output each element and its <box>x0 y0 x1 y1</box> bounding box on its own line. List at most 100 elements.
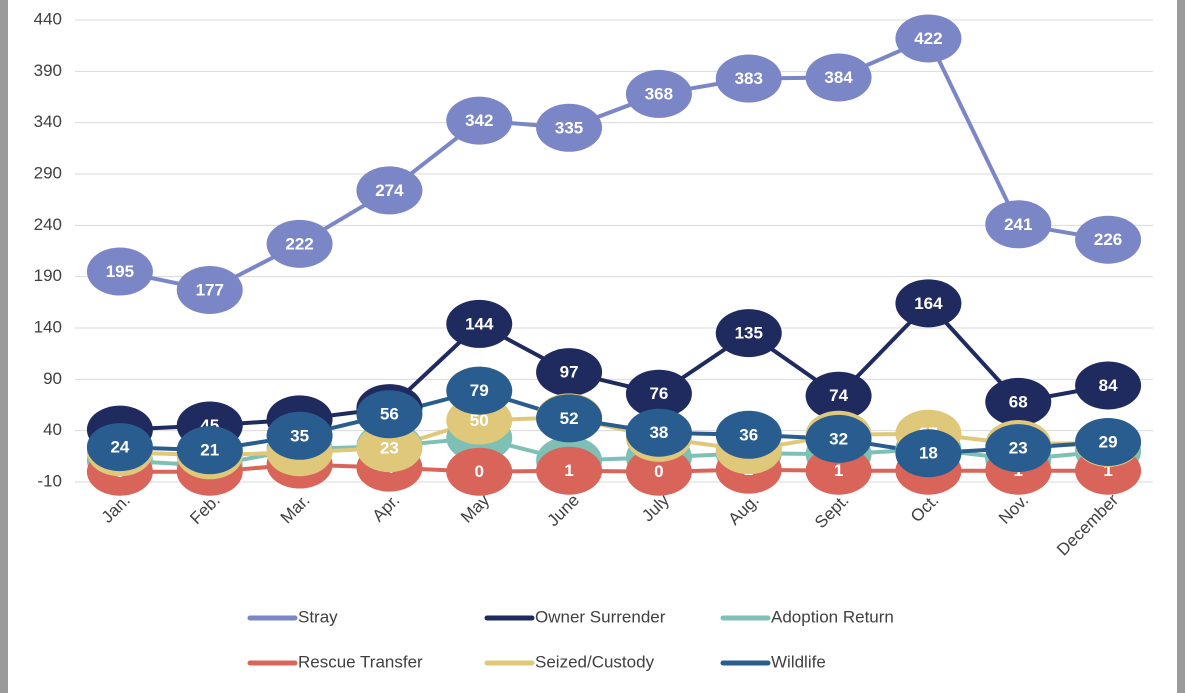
data-label-text: 384 <box>824 68 853 87</box>
data-label: 84 <box>1075 361 1142 410</box>
data-label: 342 <box>446 96 513 145</box>
data-label-bubble <box>625 369 692 418</box>
y-tick-label: 90 <box>43 369 62 388</box>
data-label: 74 <box>805 371 872 420</box>
data-label-text: 0 <box>654 462 663 481</box>
y-tick-label: 190 <box>34 266 62 285</box>
data-label-bubble <box>536 348 603 397</box>
data-label-text: 135 <box>735 324 763 343</box>
legend-label: Owner Surrender <box>535 607 666 626</box>
legend-label: Adoption Return <box>771 607 894 626</box>
data-label-bubble <box>715 410 782 459</box>
data-label: 18 <box>895 429 962 478</box>
legend-label: Wildlife <box>771 652 826 671</box>
data-label-text: 18 <box>919 444 938 463</box>
y-tick-label: 390 <box>34 61 62 80</box>
data-label: 0 <box>446 447 513 496</box>
data-label: 195 <box>86 247 153 296</box>
data-label-text: 79 <box>470 381 489 400</box>
data-label-bubble <box>625 447 692 496</box>
data-label-text: 422 <box>914 29 942 48</box>
data-label-bubble <box>625 69 692 118</box>
data-label-bubble <box>86 247 153 296</box>
data-label: 97 <box>536 348 603 397</box>
data-label-text: 36 <box>739 425 758 444</box>
data-label: 52 <box>536 394 603 443</box>
data-label-bubble <box>985 377 1052 426</box>
legend-label: Rescue Transfer <box>298 652 423 671</box>
data-label: 24 <box>86 423 153 472</box>
data-label-text: 68 <box>1009 392 1028 411</box>
y-tick-label: 340 <box>34 112 62 131</box>
data-label-text: 56 <box>380 405 399 424</box>
data-label: 368 <box>625 69 692 118</box>
data-label-bubble <box>1075 215 1142 264</box>
data-label-bubble <box>266 411 333 460</box>
data-label-bubble <box>715 309 782 358</box>
data-label-bubble <box>446 299 513 348</box>
data-label: 79 <box>446 366 513 415</box>
data-label-bubble <box>446 96 513 145</box>
data-label: 23 <box>985 424 1052 473</box>
data-label-text: 368 <box>645 84 673 103</box>
data-label-bubble <box>176 426 243 475</box>
data-label-bubble <box>356 424 423 473</box>
data-label-text: 23 <box>380 439 399 458</box>
legend-item: Adoption Return <box>720 607 894 626</box>
data-label: 274 <box>356 166 423 215</box>
data-label-bubble <box>1075 361 1142 410</box>
data-label-text: 177 <box>196 280 224 299</box>
data-label-bubble <box>446 366 513 415</box>
data-label: 384 <box>805 53 872 102</box>
data-label-text: 97 <box>560 363 579 382</box>
data-label-bubble <box>895 14 962 63</box>
data-label-text: 1 <box>1103 461 1112 480</box>
legend-item: Seized/Custody <box>484 652 655 671</box>
data-label-bubble <box>536 103 603 152</box>
data-label-text: 29 <box>1099 432 1118 451</box>
legend-item: Wildlife <box>720 652 826 671</box>
data-label-bubble <box>985 424 1052 473</box>
data-label: 32 <box>805 414 872 463</box>
data-label-text: 38 <box>649 423 668 442</box>
data-label: 29 <box>1075 417 1142 466</box>
data-label: 144 <box>446 299 513 348</box>
data-label-text: 226 <box>1094 230 1122 249</box>
data-label-text: 222 <box>285 234 313 253</box>
data-label-text: 1 <box>564 461 573 480</box>
y-tick-label: 440 <box>34 9 62 28</box>
data-label: 241 <box>985 200 1052 249</box>
data-label: 21 <box>176 426 243 475</box>
data-label-bubble <box>536 446 603 495</box>
legend-item: Stray <box>247 607 338 626</box>
data-label-bubble <box>176 266 243 315</box>
data-label-text: 76 <box>649 384 668 403</box>
data-label: 1 <box>536 446 603 495</box>
data-label: 23 <box>356 424 423 473</box>
data-label-bubble <box>895 429 962 478</box>
frame-right <box>1177 0 1185 693</box>
data-label: 38 <box>625 408 692 457</box>
data-label-text: 24 <box>110 438 129 457</box>
legend-item: Owner Surrender <box>484 607 666 626</box>
data-label: 35 <box>266 411 333 460</box>
legend-item: Rescue Transfer <box>247 652 423 671</box>
data-label: 222 <box>266 219 333 268</box>
data-label-text: 195 <box>106 262 134 281</box>
data-label-text: 50 <box>470 411 489 430</box>
data-label: 335 <box>536 103 603 152</box>
data-label-bubble <box>805 371 872 420</box>
data-label: 36 <box>715 410 782 459</box>
data-label-bubble <box>625 408 692 457</box>
data-label-text: 335 <box>555 118 583 137</box>
data-label-bubble <box>895 279 962 328</box>
y-tick-label: 140 <box>34 317 62 336</box>
data-label-text: 74 <box>829 386 848 405</box>
data-label-bubble <box>715 54 782 103</box>
data-label: 68 <box>985 377 1052 426</box>
data-label-text: 274 <box>375 181 404 200</box>
data-label-text: 241 <box>1004 215 1032 234</box>
y-tick-label: 240 <box>34 215 62 234</box>
